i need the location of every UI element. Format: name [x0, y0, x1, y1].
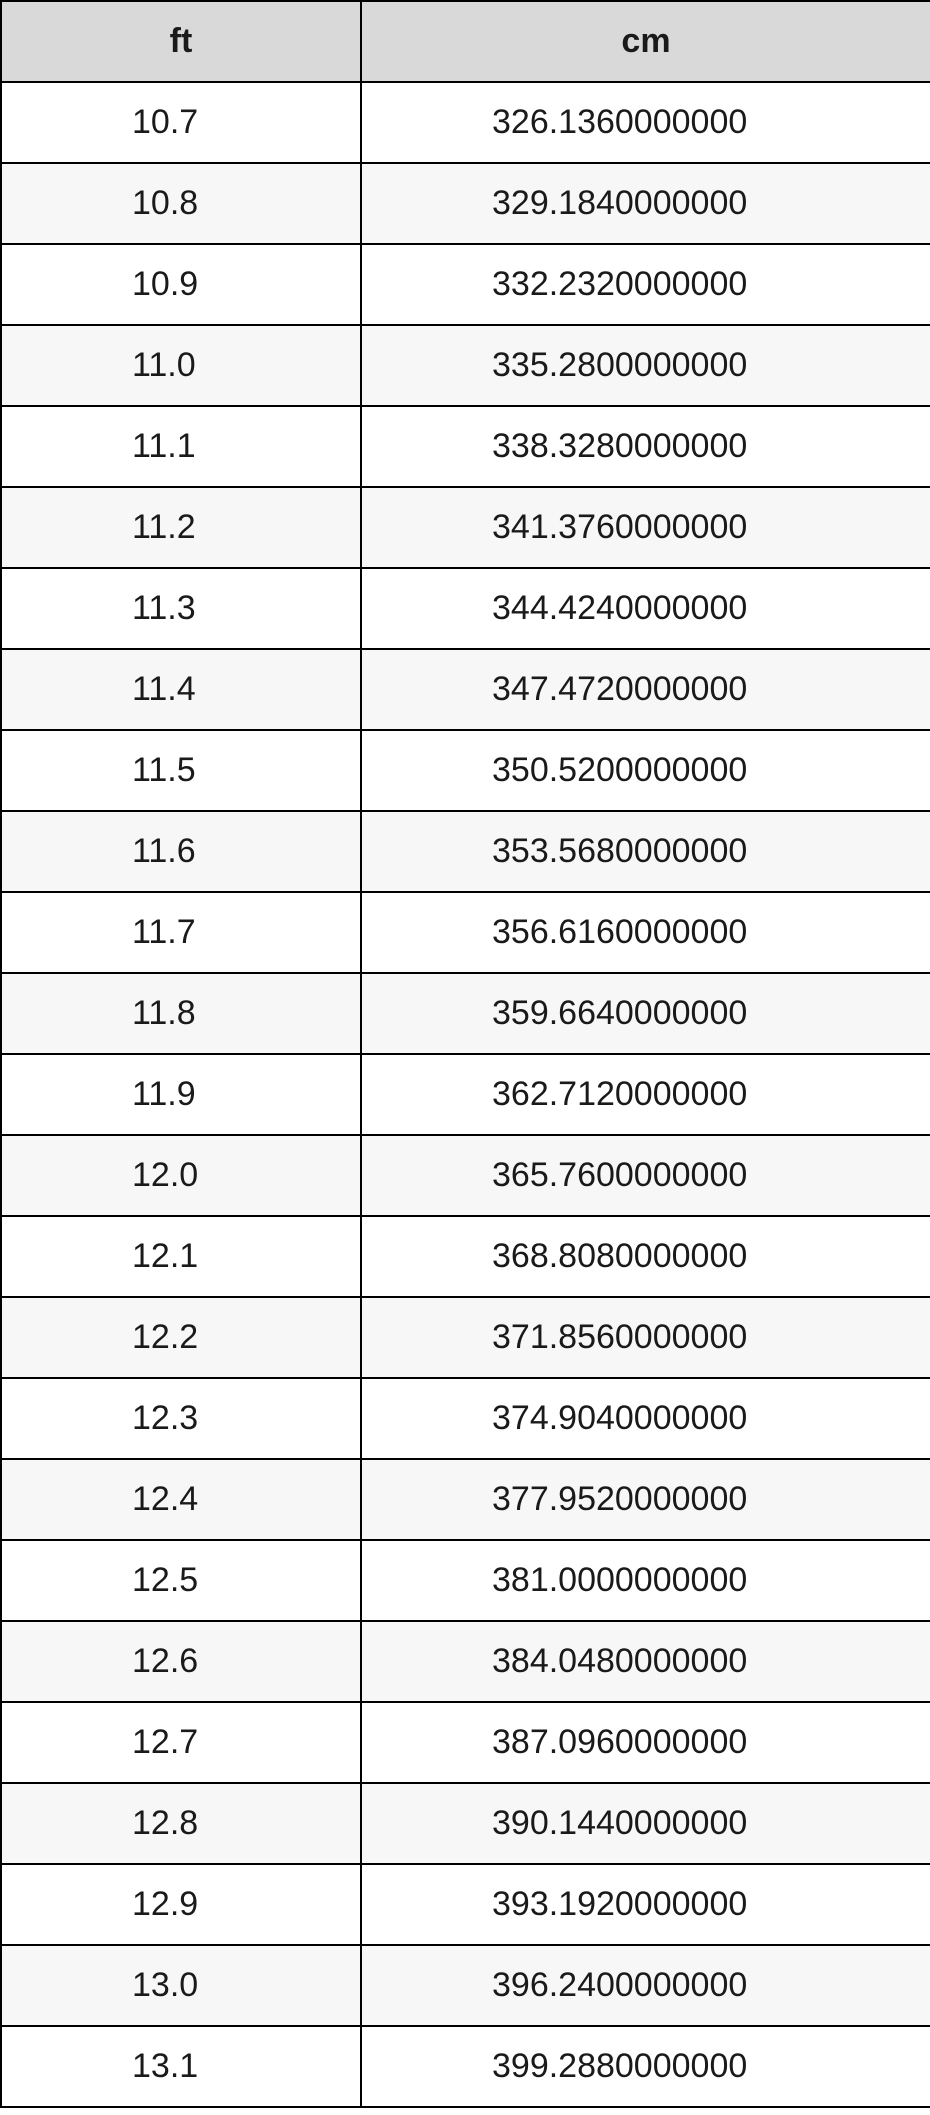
cell-cm: 399.2880000000: [361, 2026, 930, 2107]
cell-ft: 12.8: [1, 1783, 361, 1864]
cell-ft: 11.8: [1, 973, 361, 1054]
table-row: 11.6353.5680000000: [1, 811, 930, 892]
table-row: 12.6384.0480000000: [1, 1621, 930, 1702]
table-row: 12.4377.9520000000: [1, 1459, 930, 1540]
cell-cm: 393.1920000000: [361, 1864, 930, 1945]
cell-ft: 11.5: [1, 730, 361, 811]
cell-cm: 371.8560000000: [361, 1297, 930, 1378]
cell-cm: 359.6640000000: [361, 973, 930, 1054]
column-header-cm: cm: [361, 1, 930, 82]
cell-cm: 344.4240000000: [361, 568, 930, 649]
table-row: 12.1368.8080000000: [1, 1216, 930, 1297]
table-row: 11.0335.2800000000: [1, 325, 930, 406]
cell-cm: 326.1360000000: [361, 82, 930, 163]
cell-cm: 368.8080000000: [361, 1216, 930, 1297]
cell-ft: 11.6: [1, 811, 361, 892]
table-row: 11.4347.4720000000: [1, 649, 930, 730]
cell-ft: 12.4: [1, 1459, 361, 1540]
table-row: 12.5381.0000000000: [1, 1540, 930, 1621]
cell-ft: 13.1: [1, 2026, 361, 2107]
cell-ft: 10.8: [1, 163, 361, 244]
table-header-row: ft cm: [1, 1, 930, 82]
cell-ft: 10.9: [1, 244, 361, 325]
cell-ft: 12.5: [1, 1540, 361, 1621]
table-row: 10.9332.2320000000: [1, 244, 930, 325]
table-row: 12.0365.7600000000: [1, 1135, 930, 1216]
table-row: 12.3374.9040000000: [1, 1378, 930, 1459]
cell-ft: 11.4: [1, 649, 361, 730]
cell-cm: 347.4720000000: [361, 649, 930, 730]
table-row: 12.8390.1440000000: [1, 1783, 930, 1864]
table-row: 13.0396.2400000000: [1, 1945, 930, 2026]
conversion-table: ft cm 10.7326.136000000010.8329.18400000…: [0, 0, 930, 2108]
cell-cm: 335.2800000000: [361, 325, 930, 406]
cell-cm: 396.2400000000: [361, 1945, 930, 2026]
cell-ft: 11.0: [1, 325, 361, 406]
table-row: 11.3344.4240000000: [1, 568, 930, 649]
cell-cm: 381.0000000000: [361, 1540, 930, 1621]
cell-cm: 374.9040000000: [361, 1378, 930, 1459]
table-row: 12.2371.8560000000: [1, 1297, 930, 1378]
cell-ft: 11.1: [1, 406, 361, 487]
table-row: 13.1399.2880000000: [1, 2026, 930, 2107]
cell-ft: 10.7: [1, 82, 361, 163]
conversion-table-container: ft cm 10.7326.136000000010.8329.18400000…: [0, 0, 930, 2108]
cell-ft: 11.9: [1, 1054, 361, 1135]
cell-cm: 341.3760000000: [361, 487, 930, 568]
table-row: 11.5350.5200000000: [1, 730, 930, 811]
cell-ft: 13.0: [1, 1945, 361, 2026]
table-row: 11.7356.6160000000: [1, 892, 930, 973]
table-row: 11.2341.3760000000: [1, 487, 930, 568]
table-row: 10.8329.1840000000: [1, 163, 930, 244]
cell-cm: 353.5680000000: [361, 811, 930, 892]
cell-ft: 12.6: [1, 1621, 361, 1702]
table-row: 11.8359.6640000000: [1, 973, 930, 1054]
table-row: 12.7387.0960000000: [1, 1702, 930, 1783]
cell-cm: 377.9520000000: [361, 1459, 930, 1540]
cell-cm: 384.0480000000: [361, 1621, 930, 1702]
cell-ft: 11.3: [1, 568, 361, 649]
table-row: 11.1338.3280000000: [1, 406, 930, 487]
cell-ft: 11.7: [1, 892, 361, 973]
cell-ft: 12.7: [1, 1702, 361, 1783]
cell-ft: 12.0: [1, 1135, 361, 1216]
cell-cm: 390.1440000000: [361, 1783, 930, 1864]
cell-cm: 332.2320000000: [361, 244, 930, 325]
table-row: 11.9362.7120000000: [1, 1054, 930, 1135]
cell-ft: 12.9: [1, 1864, 361, 1945]
table-row: 12.9393.1920000000: [1, 1864, 930, 1945]
cell-cm: 338.3280000000: [361, 406, 930, 487]
cell-ft: 11.2: [1, 487, 361, 568]
cell-cm: 356.6160000000: [361, 892, 930, 973]
cell-cm: 329.1840000000: [361, 163, 930, 244]
cell-cm: 362.7120000000: [361, 1054, 930, 1135]
table-row: 10.7326.1360000000: [1, 82, 930, 163]
cell-ft: 12.2: [1, 1297, 361, 1378]
cell-cm: 350.5200000000: [361, 730, 930, 811]
cell-cm: 365.7600000000: [361, 1135, 930, 1216]
column-header-ft: ft: [1, 1, 361, 82]
cell-cm: 387.0960000000: [361, 1702, 930, 1783]
table-body: 10.7326.136000000010.8329.184000000010.9…: [1, 82, 930, 2107]
cell-ft: 12.3: [1, 1378, 361, 1459]
cell-ft: 12.1: [1, 1216, 361, 1297]
